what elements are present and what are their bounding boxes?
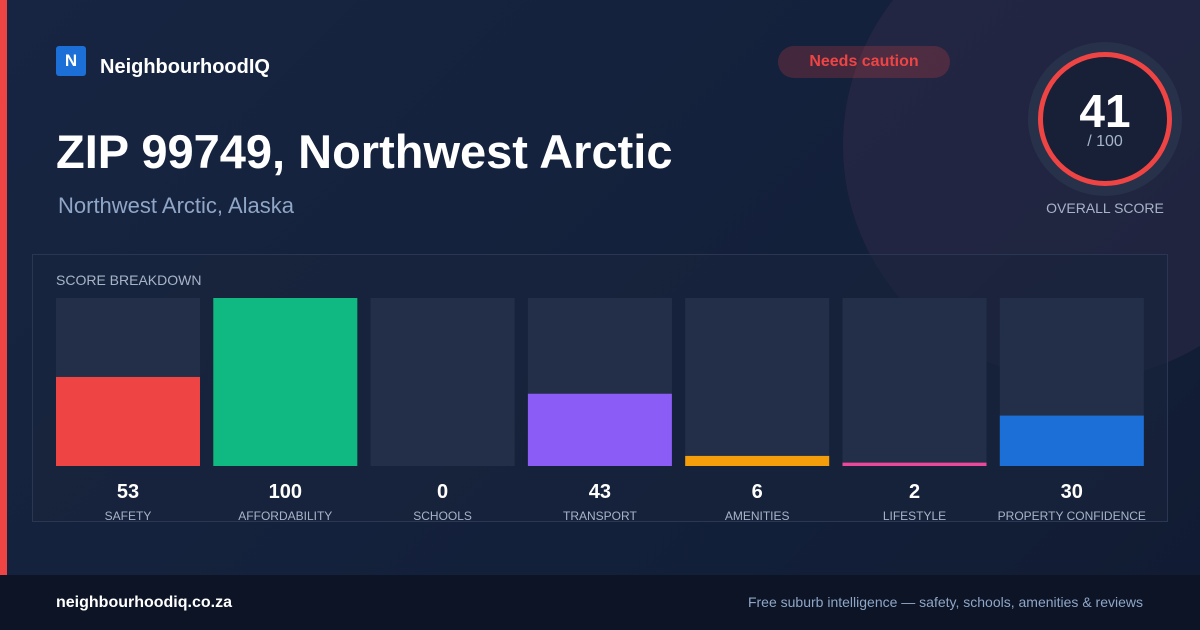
accent-stripe: [0, 0, 7, 575]
bar: [56, 376, 200, 466]
value-label: 2: [909, 481, 920, 503]
badge: Needs caution: [778, 46, 950, 78]
footer-site: neighbourhoodiq.co.za: [56, 594, 232, 611]
value-label: 30: [1061, 481, 1083, 503]
bar: [685, 455, 830, 466]
score-max: / 100: [1087, 133, 1123, 150]
score-value: 41: [1079, 85, 1131, 137]
score-ring: [1038, 52, 1172, 186]
title: ZIP 99749, Northwest Arctic: [56, 125, 673, 178]
subtitle: Northwest Arctic, Alaska: [58, 193, 294, 218]
bar: [999, 415, 1144, 466]
value-label: 43: [589, 481, 611, 503]
bar: [527, 393, 672, 466]
bar-track: [370, 298, 515, 466]
logo: N: [56, 46, 86, 76]
brand-name: NeighbourhoodIQ: [100, 56, 270, 78]
value-label: 0: [437, 481, 448, 503]
category-label: PROPERTY CONFIDENCE: [998, 509, 1146, 523]
breakdown-title: SCORE BREAKDOWN: [56, 272, 202, 288]
category-label: SAFETY: [105, 509, 152, 523]
value-label: 53: [117, 481, 139, 503]
bar: [213, 298, 358, 466]
category-label: SCHOOLS: [413, 509, 472, 523]
bar-track: [842, 298, 987, 466]
category-label: TRANSPORT: [563, 509, 637, 523]
score-label: OVERALL SCORE: [1046, 200, 1164, 216]
bar-track: [685, 298, 830, 466]
footer: [0, 575, 1200, 630]
bar: [842, 462, 987, 466]
category-label: AMENITIES: [725, 509, 790, 523]
value-label: 100: [269, 481, 302, 503]
footer-tagline: Free suburb intelligence — safety, schoo…: [747, 594, 1143, 610]
value-label: 6: [752, 481, 763, 503]
category-label: LIFESTYLE: [883, 509, 946, 523]
breakdown-chart: 53 SAFETY 100 AFFORDABILITY 0 SCHOOLS 43 TRANSP…: [56, 298, 1146, 523]
category-label: AFFORDABILITY: [238, 509, 332, 523]
